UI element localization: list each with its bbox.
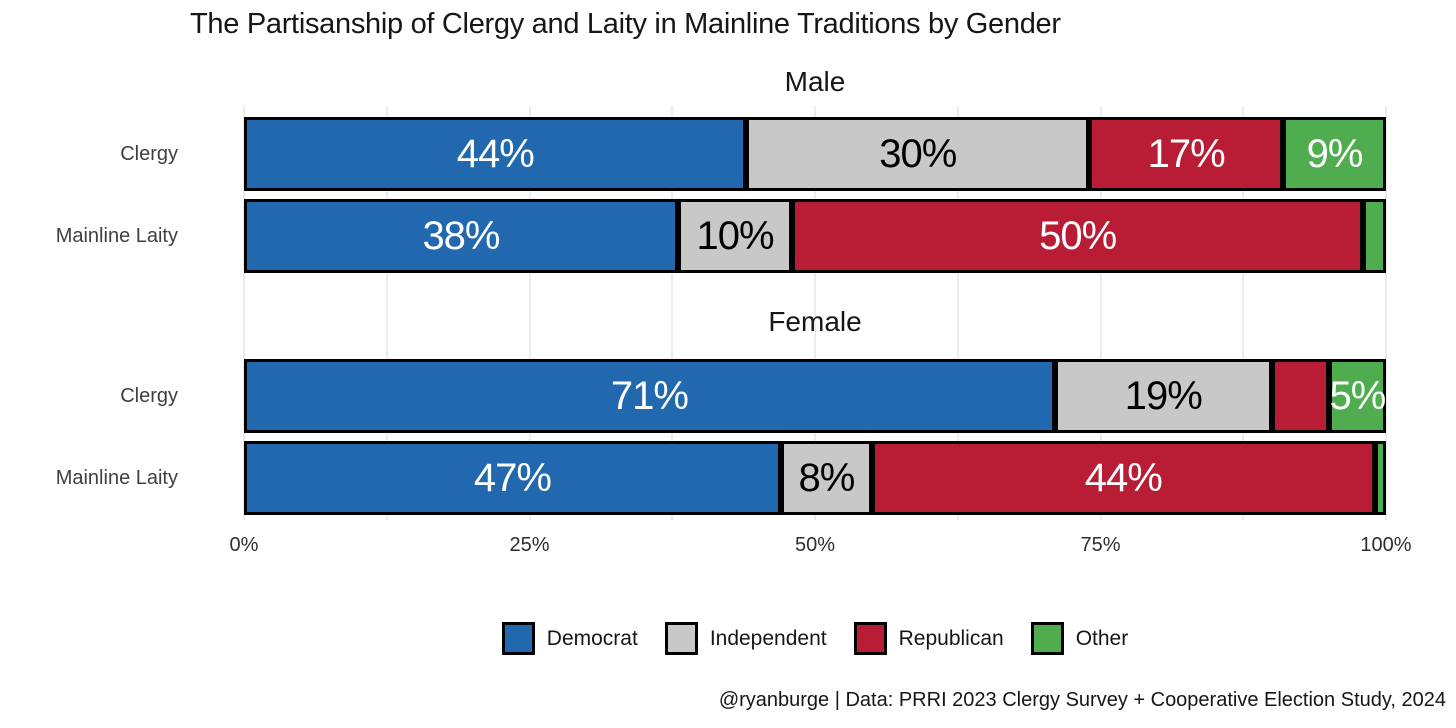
bar-segment-label: 9% bbox=[1306, 131, 1364, 176]
bar-segment-other: 5% bbox=[1328, 359, 1387, 433]
bar-segment-independent: 30% bbox=[746, 117, 1090, 191]
legend-label: Independent bbox=[709, 626, 827, 650]
bar-segment-label: 50% bbox=[1039, 213, 1117, 258]
bar-segment-democrat: 38% bbox=[244, 199, 678, 273]
bar-segment-republican: 17% bbox=[1089, 117, 1284, 191]
bar-segment-democrat: 44% bbox=[244, 117, 747, 191]
legend-item-republican: Republican bbox=[853, 622, 1004, 655]
legend-item-independent: Independent bbox=[664, 622, 827, 655]
stacked-bar: 47% 8% 44% bbox=[244, 441, 1386, 515]
bar-segment-label: 38% bbox=[422, 213, 500, 258]
x-axis-tick: 0% bbox=[229, 534, 259, 556]
panel-title-female: Female bbox=[768, 306, 862, 337]
stacked-bar: 44% 30% 17% 9% bbox=[244, 117, 1386, 191]
bar-segment-republican: 44% bbox=[872, 441, 1375, 515]
row-label: Clergy bbox=[120, 384, 178, 407]
stacked-bar: 71% 19% 5% bbox=[244, 359, 1386, 433]
gridline bbox=[671, 106, 674, 520]
gridline bbox=[1385, 106, 1387, 520]
row-label: Clergy bbox=[120, 142, 178, 165]
bar-segment-independent: 10% bbox=[677, 199, 793, 273]
bar-segment-label: 71% bbox=[610, 373, 689, 418]
legend-item-other: Other bbox=[1030, 622, 1129, 655]
bar-segment-democrat: 71% bbox=[244, 359, 1055, 433]
caption: @ryanburge | Data: PRRI 2023 Clergy Surv… bbox=[718, 689, 1446, 711]
legend-label: Other bbox=[1075, 626, 1129, 650]
bar-segment-label: 5% bbox=[1329, 373, 1387, 418]
gridline bbox=[956, 106, 959, 520]
bar-segment-label: 44% bbox=[1084, 455, 1163, 500]
bar-segment-other: 9% bbox=[1283, 117, 1386, 191]
gridlines bbox=[243, 106, 1387, 520]
bar-segment-label: 30% bbox=[879, 131, 957, 176]
bar-segment-label: 47% bbox=[473, 455, 552, 500]
legend-label: Republican bbox=[898, 626, 1004, 650]
x-axis-tick: 75% bbox=[1080, 534, 1121, 556]
legend-swatch-independent bbox=[664, 622, 698, 655]
bar-segment-label: 44% bbox=[456, 131, 535, 176]
bar-segment-republican: 50% bbox=[792, 199, 1364, 273]
bar-segment-label: 10% bbox=[696, 213, 775, 258]
bar-segment-other bbox=[1374, 441, 1386, 515]
gridline bbox=[814, 106, 816, 520]
legend: Democrat Independent Republican Other bbox=[244, 622, 1386, 655]
gridline bbox=[528, 106, 531, 520]
x-axis-tick: 50% bbox=[794, 534, 836, 556]
row-label: Mainline Laity bbox=[55, 224, 178, 247]
legend-item-democrat: Democrat bbox=[501, 622, 638, 655]
legend-swatch-other bbox=[1030, 622, 1064, 655]
stacked-bar: 38% 10% 50% bbox=[244, 199, 1386, 273]
bar-segment-independent: 19% bbox=[1054, 359, 1272, 433]
panel-title-male: Male bbox=[784, 66, 846, 97]
row-label: Mainline Laity bbox=[55, 466, 178, 489]
bar-segment-independent: 8% bbox=[780, 441, 873, 515]
gridline bbox=[385, 106, 388, 520]
x-axis-tick: 25% bbox=[509, 534, 550, 556]
bar-segment-label: 19% bbox=[1124, 373, 1203, 418]
gridline bbox=[1242, 106, 1245, 520]
legend-swatch-democrat bbox=[501, 622, 535, 655]
bar-segment-label: 17% bbox=[1147, 131, 1226, 176]
legend-label: Democrat bbox=[546, 626, 638, 650]
legend-swatch-republican bbox=[853, 622, 887, 655]
bar-segment-republican bbox=[1271, 359, 1329, 433]
gridline bbox=[1099, 106, 1102, 520]
x-axis-tick: 100% bbox=[1360, 534, 1412, 556]
bar-segment-democrat: 47% bbox=[244, 441, 781, 515]
chart-title: The Partisanship of Clergy and Laity in … bbox=[190, 8, 1061, 40]
gridline bbox=[243, 106, 245, 520]
bar-segment-label: 8% bbox=[798, 455, 856, 500]
bar-segment-other bbox=[1363, 199, 1386, 273]
